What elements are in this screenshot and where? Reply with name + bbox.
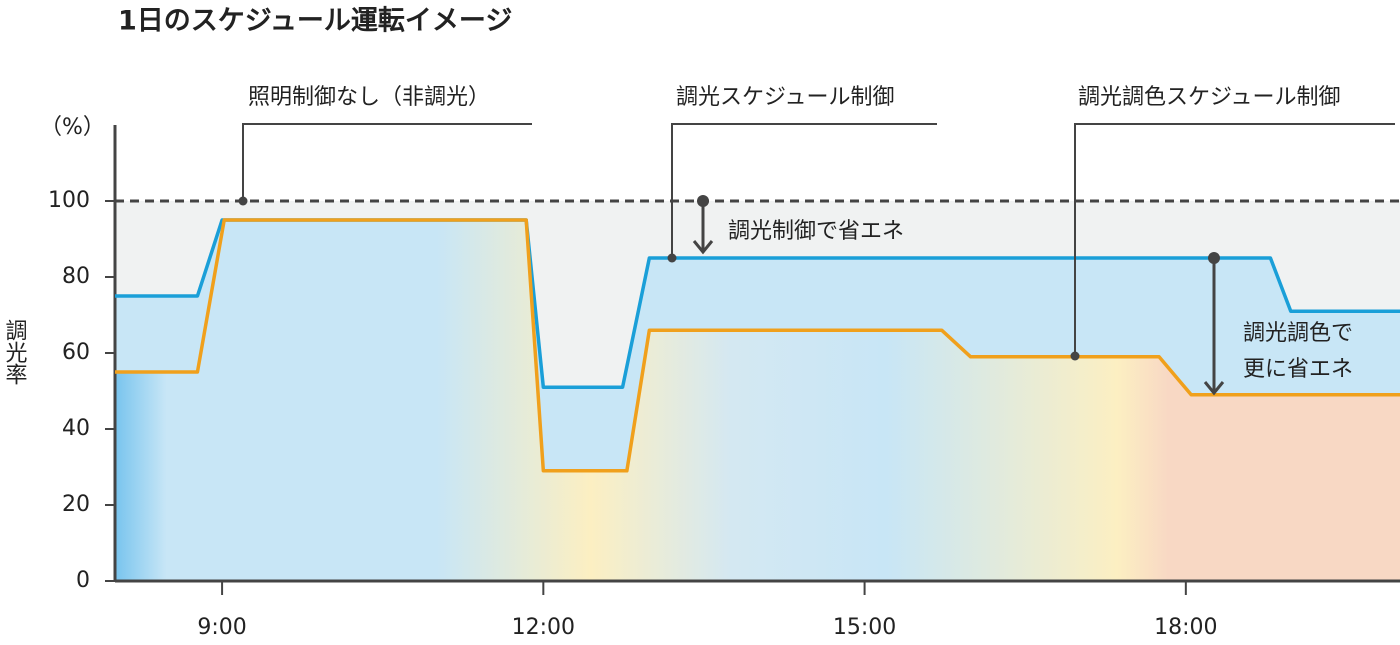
y-axis-label: 調光率 xyxy=(2,319,28,385)
series-line xyxy=(115,218,1400,389)
plot: 0 20 40 60 80 100 9:00 12:00 15:00 18:00 xyxy=(48,125,1400,640)
annotation: 更に省エネ xyxy=(1243,357,1353,382)
annotation-label: 調光調色スケジュール制御 xyxy=(1078,85,1340,110)
y-unit: （%） xyxy=(40,115,105,140)
arrow-head xyxy=(1203,381,1225,396)
leader-line xyxy=(671,123,937,258)
x-tick-label: 12:00 xyxy=(512,615,575,640)
leader-line xyxy=(242,123,532,201)
annotation: 調光制御で省エネ xyxy=(728,219,904,244)
annotation-label: 調光スケジュール制御 xyxy=(676,85,894,110)
x-tick-label: 15:00 xyxy=(833,615,896,640)
x-tick-label: 18:00 xyxy=(1154,615,1217,640)
y-tick-label: 80 xyxy=(62,264,90,289)
annotation-label: 照明制御なし（非調光） xyxy=(248,85,490,110)
y-tick-label: 60 xyxy=(62,340,90,365)
x-tick-label: 9:00 xyxy=(197,615,246,640)
y-tick-label: 40 xyxy=(62,416,90,441)
y-tick-label: 100 xyxy=(48,188,90,213)
arrow-head xyxy=(692,240,714,255)
area-fill xyxy=(115,220,1400,581)
annotation: 調光調色で xyxy=(1243,321,1353,346)
series-line xyxy=(115,218,1400,473)
chart-title: 1日のスケジュール運転イメージ xyxy=(118,6,512,37)
y-tick-label: 0 xyxy=(76,568,90,593)
y-tick-label: 20 xyxy=(62,492,90,517)
leader-line xyxy=(1074,123,1395,356)
